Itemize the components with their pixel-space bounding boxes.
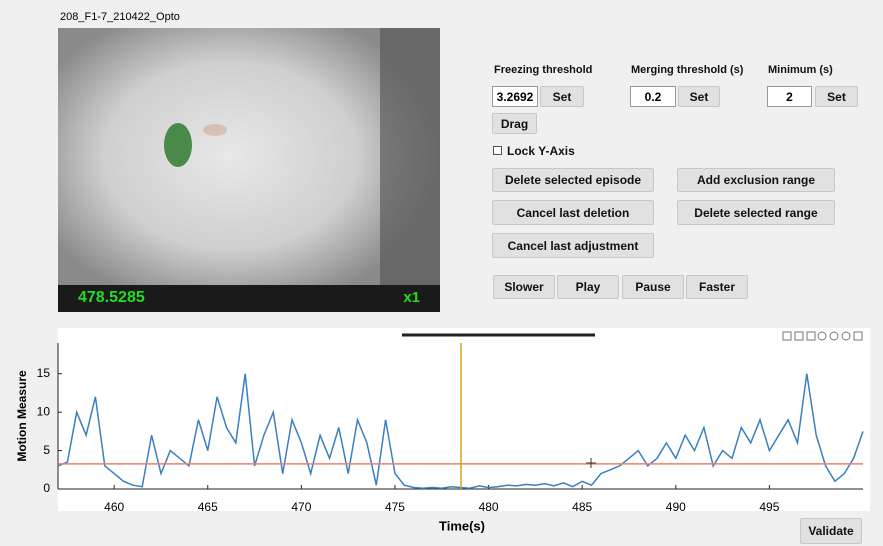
drag-button[interactable]: Drag — [492, 113, 537, 134]
delete-episode-button[interactable]: Delete selected episode — [492, 168, 654, 192]
set-button[interactable]: Set — [815, 86, 858, 107]
video-time: 478.5285 — [78, 289, 145, 306]
minimum-label: Minimum (s) — [768, 64, 833, 76]
add-exclusion-button[interactable]: Add exclusion range — [677, 168, 835, 192]
slower-button[interactable]: Slower — [493, 275, 555, 299]
x-tick-label: 495 — [759, 500, 779, 514]
x-tick-label: 490 — [666, 500, 686, 514]
x-tick-label: 480 — [479, 500, 499, 514]
animal — [164, 123, 192, 167]
merging-label: Merging threshold (s) — [631, 64, 744, 76]
checkbox-label: Lock Y-Axis — [507, 144, 575, 158]
merging-input[interactable]: 0.2 — [630, 86, 676, 107]
minimum-input[interactable]: 2 — [767, 86, 812, 107]
x-tick-label: 460 — [104, 500, 124, 514]
video-edge — [380, 28, 440, 312]
window-title: 208_F1-7_210422_Opto — [60, 11, 180, 23]
x-tick-label: 470 — [291, 500, 311, 514]
plot-panel — [58, 328, 870, 511]
x-axis-label: Time(s) — [439, 518, 485, 533]
freezing-input[interactable]: 3.2692 — [492, 86, 538, 107]
faster-button[interactable]: Faster — [686, 275, 748, 299]
x-tick-label: 465 — [198, 500, 218, 514]
x-tick-label: 485 — [572, 500, 592, 514]
y-tick-label: 5 — [43, 443, 50, 457]
mouse-cursor — [586, 458, 596, 468]
play-button[interactable]: Play — [557, 275, 619, 299]
pause-button[interactable]: Pause — [622, 275, 684, 299]
video-frame — [58, 28, 440, 312]
checkbox[interactable] — [493, 146, 502, 155]
video-speed: x1 — [403, 289, 420, 306]
spot — [203, 124, 227, 136]
cancel-adjustment-button[interactable]: Cancel last adjustment — [492, 233, 654, 258]
toolbar — [782, 331, 863, 341]
video-bar — [58, 285, 440, 312]
set-button[interactable]: Set — [678, 86, 720, 107]
x-tick-label: 475 — [385, 500, 405, 514]
set-button[interactable]: Set — [540, 86, 584, 107]
cancel-deletion-button[interactable]: Cancel last deletion — [492, 200, 654, 225]
y-tick-label: 10 — [37, 404, 51, 418]
y-tick-label: 15 — [37, 366, 51, 380]
delete-range-button[interactable]: Delete selected range — [677, 200, 835, 225]
y-tick-label: 0 — [43, 481, 50, 495]
validate-button[interactable]: Validate — [800, 518, 862, 544]
y-axis-label: Motion Measure — [15, 370, 29, 462]
freezing-label: Freezing threshold — [494, 64, 593, 76]
